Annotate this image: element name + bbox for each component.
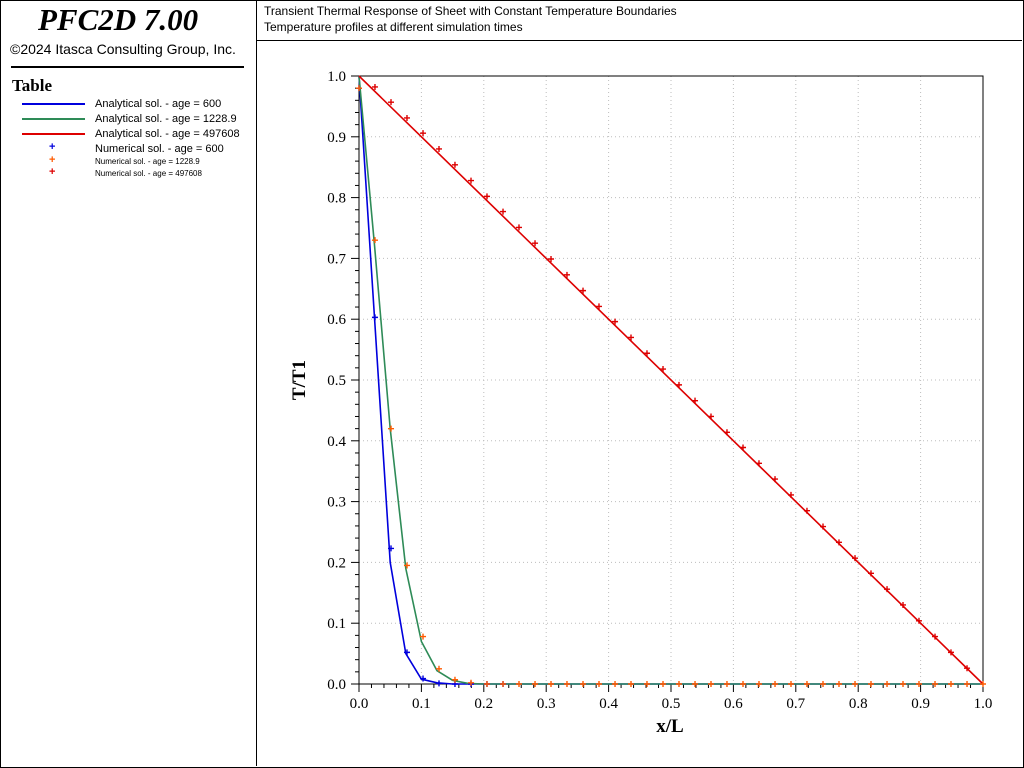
data-point-marker [852, 681, 858, 687]
data-point-marker [740, 444, 746, 450]
y-tick-label: 0.8 [327, 191, 346, 207]
data-point-marker [724, 681, 730, 687]
x-axis-title: x/L [656, 716, 683, 737]
data-point-marker [580, 681, 586, 687]
data-point-marker [612, 681, 618, 687]
data-point-marker [372, 314, 378, 320]
x-tick-label: 0.3 [537, 696, 556, 712]
data-point-marker [372, 237, 378, 243]
y-tick-label: 0.3 [327, 495, 346, 511]
data-point-marker [692, 681, 698, 687]
data-point-marker [708, 413, 714, 419]
y-axis-title: T/T1 [289, 360, 310, 400]
data-point-marker [436, 680, 442, 686]
data-point-marker [388, 426, 394, 432]
y-tick-label: 0.6 [327, 312, 346, 328]
data-point-marker [788, 492, 794, 498]
x-tick-label: 0.8 [849, 696, 868, 712]
y-tick-label: 0.4 [327, 434, 346, 450]
y-tick-label: 0.9 [327, 130, 346, 146]
data-point-marker [596, 681, 602, 687]
data-point-marker [836, 681, 842, 687]
data-point-marker [532, 681, 538, 687]
data-point-marker [964, 681, 970, 687]
x-tick-label: 0.6 [724, 696, 743, 712]
data-point-marker [756, 681, 762, 687]
y-tick-label: 1.0 [327, 69, 346, 85]
data-point-marker [724, 429, 730, 435]
x-tick-label: 0.0 [350, 696, 369, 712]
data-point-marker [500, 681, 506, 687]
data-point-marker [884, 681, 890, 687]
data-point-marker [804, 508, 810, 514]
x-tick-label: 1.0 [974, 696, 993, 712]
data-point-marker [868, 681, 874, 687]
y-tick-label: 0.0 [327, 677, 346, 693]
data-point-marker [740, 681, 746, 687]
data-point-marker [468, 680, 474, 686]
y-tick-label: 0.1 [327, 616, 346, 632]
data-point-marker [900, 681, 906, 687]
x-tick-label: 0.5 [662, 696, 681, 712]
data-point-marker [756, 460, 762, 466]
data-point-marker [484, 681, 490, 687]
y-tick-label: 0.7 [327, 251, 346, 267]
data-point-marker [788, 681, 794, 687]
x-tick-label: 0.9 [911, 696, 930, 712]
x-tick-label: 0.7 [786, 696, 805, 712]
data-point-marker [772, 476, 778, 482]
data-point-marker [564, 681, 570, 687]
data-point-marker [836, 539, 842, 545]
data-point-marker [772, 681, 778, 687]
data-point-marker [676, 382, 682, 388]
y-tick-label: 0.2 [327, 555, 346, 571]
data-point-marker [676, 681, 682, 687]
data-point-marker [692, 398, 698, 404]
data-point-marker [820, 524, 826, 530]
data-point-marker [868, 570, 874, 576]
data-point-marker [804, 681, 810, 687]
data-point-marker [548, 681, 554, 687]
data-point-marker [884, 586, 890, 592]
data-point-marker [660, 681, 666, 687]
x-tick-label: 0.4 [599, 696, 618, 712]
data-point-marker [948, 681, 954, 687]
x-tick-label: 0.1 [412, 696, 431, 712]
data-point-marker [644, 681, 650, 687]
x-tick-label: 0.2 [474, 696, 493, 712]
y-tick-label: 0.5 [327, 373, 346, 389]
